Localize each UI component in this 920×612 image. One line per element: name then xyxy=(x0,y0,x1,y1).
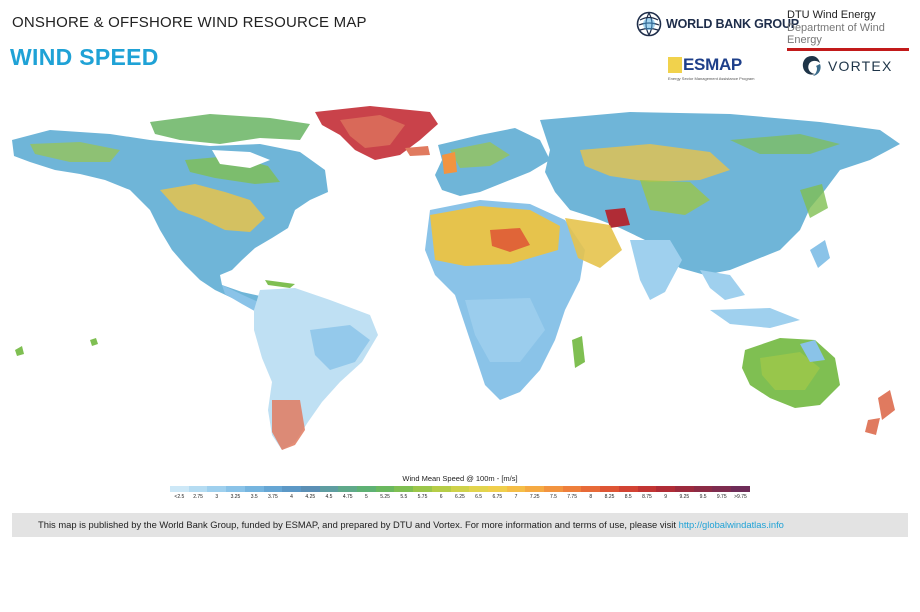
map-subtitle: ONSHORE & OFFSHORE WIND RESOURCE MAP xyxy=(12,14,367,31)
legend-tick-label: 4.5 xyxy=(325,494,333,500)
legend-tick-label: 9.25 xyxy=(679,494,690,500)
legend-swatch xyxy=(207,486,227,492)
legend-tick-label: 7.25 xyxy=(529,494,540,500)
legend-tick-label: 9.75 xyxy=(716,494,727,500)
legend-tick-label: 4.25 xyxy=(305,494,316,500)
esmap-logo: ESMAP Energy Sector Management Assistanc… xyxy=(668,55,755,81)
legend-swatch xyxy=(319,486,339,492)
world-map-svg xyxy=(12,106,900,450)
legend-swatch xyxy=(544,486,563,492)
legend-tick-label: 8 xyxy=(589,494,593,500)
legend-swatch xyxy=(263,486,283,492)
legend-tick-label: 8.25 xyxy=(604,494,615,500)
legend-swatch xyxy=(170,486,189,492)
legend-tick-label: 5.25 xyxy=(380,494,390,500)
esmap-square-icon xyxy=(668,57,682,73)
map-title: WIND SPEED xyxy=(10,44,159,70)
vortex-label: VORTEX xyxy=(828,58,893,74)
legend-tick-label: 8.75 xyxy=(642,494,652,500)
legend-tick-label: 7.75 xyxy=(567,494,577,500)
legend-swatch xyxy=(562,486,582,492)
legend-tick-label: 4 xyxy=(290,494,293,500)
world-bank-logo: WORLD BANK GROUP xyxy=(636,11,799,37)
legend-swatch xyxy=(338,486,358,492)
legend-swatch xyxy=(450,486,470,492)
arctic-islands xyxy=(150,114,310,144)
vortex-swirl-icon xyxy=(802,56,821,76)
legend-swatch xyxy=(188,486,208,492)
legend-swatch xyxy=(375,486,395,492)
legend-tick-label: 8.5 xyxy=(624,494,632,500)
legend-tick-label: 7 xyxy=(514,494,518,500)
legend-tick-label: 3.25 xyxy=(230,494,241,500)
footer-link[interactable]: http://globalwindatlas.info xyxy=(678,519,784,530)
legend-swatch xyxy=(394,486,414,492)
legend-swatch xyxy=(693,486,713,492)
world-map xyxy=(10,100,910,470)
dtu-name: DTU Wind Energy xyxy=(787,9,876,21)
legend-swatch xyxy=(300,486,320,492)
globe-icon xyxy=(636,11,662,37)
legend-swatch xyxy=(431,486,451,492)
dtu-logo: DTU Wind Energy Department of Wind Energ… xyxy=(787,9,920,51)
vortex-logo: VORTEX xyxy=(800,54,893,78)
legend-swatch xyxy=(731,486,750,492)
legend-tick-label: 4.75 xyxy=(342,494,353,500)
footer-text: This map is published by the World Bank … xyxy=(38,519,676,530)
legend-tick-label: 3.75 xyxy=(268,494,278,500)
legend-swatch xyxy=(674,486,694,492)
legend-tick-label: 9.5 xyxy=(699,494,707,500)
legend-tick-label: <2.5 xyxy=(174,494,185,500)
legend-swatch xyxy=(581,486,601,492)
legend-tick-label: 5.5 xyxy=(400,494,408,500)
legend-swatch xyxy=(525,486,545,492)
legend-tick-label: 6.5 xyxy=(475,494,483,500)
legend-swatch xyxy=(226,486,245,492)
legend-swatch xyxy=(637,486,657,492)
esmap-subtitle: Energy Sector Management Assistance Prog… xyxy=(668,76,755,81)
esmap-label: ESMAP xyxy=(683,55,742,74)
legend-tick-label: >9.75 xyxy=(734,494,747,500)
legend-swatch xyxy=(712,486,732,492)
legend-swatch xyxy=(656,486,675,492)
legend-swatch xyxy=(469,486,488,492)
legend-swatch xyxy=(487,486,507,492)
legend-swatch xyxy=(618,486,638,492)
legend-title: Wind Mean Speed @ 100m - [m/s] xyxy=(402,474,518,483)
legend-tick-label: 9 xyxy=(664,494,668,500)
legend-tick-label: 3.5 xyxy=(250,494,258,500)
dtu-department: Department of Wind Energy xyxy=(787,22,885,46)
legend-tick-label: 3 xyxy=(215,494,219,500)
legend-tick-label: 5 xyxy=(364,494,368,500)
legend-ticks: <2.5 2.75 3 3.25 3.5 3.75 4 4.25 4.5 4.75 5 5.25 5.5… xyxy=(170,494,750,500)
legend-tick-label: 5.75 xyxy=(417,494,428,500)
legend-tick-label: 2.75 xyxy=(193,494,203,500)
legend-tick-label: 6 xyxy=(439,494,443,500)
legend-swatch xyxy=(600,486,619,492)
dtu-red-bar xyxy=(787,48,909,51)
legend-swatch xyxy=(357,486,376,492)
footer-bar: This map is published by the World Bank … xyxy=(12,513,908,537)
wind-speed-legend: Wind Mean Speed @ 100m - [m/s] <2.5 2.75 3… xyxy=(170,474,750,500)
legend-tick-label: 6.75 xyxy=(492,494,503,500)
legend-swatch xyxy=(506,486,526,492)
world-bank-label: WORLD BANK GROUP xyxy=(666,17,799,31)
legend-swatch xyxy=(244,486,264,492)
legend-swatch xyxy=(282,486,301,492)
legend-tick-label: 6.25 xyxy=(455,494,465,500)
legend-tick-label: 7.5 xyxy=(549,494,557,500)
legend-color-bar xyxy=(170,486,750,492)
legend-swatch xyxy=(413,486,432,492)
